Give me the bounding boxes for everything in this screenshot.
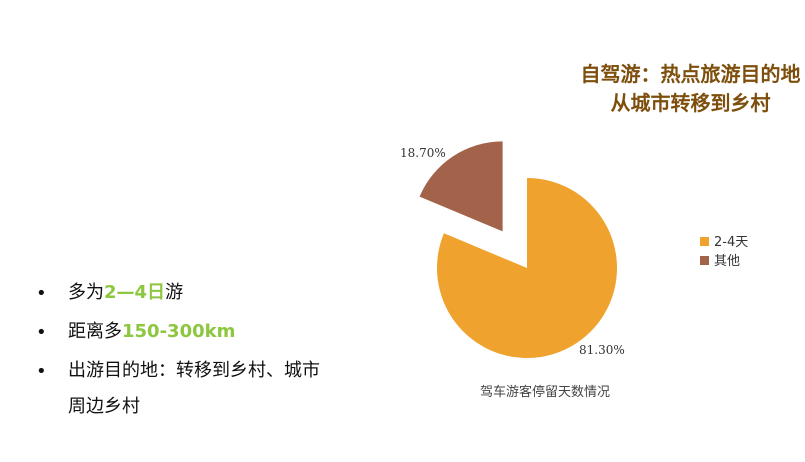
bullet-text: 距离多150-300km — [68, 314, 235, 350]
pie-slice-其他 — [419, 141, 503, 232]
text-part: 多为 — [68, 282, 104, 303]
slide-title-text: 自驾游：热点旅游目的地从城市转移到乡村 — [580, 62, 801, 115]
legend-swatch-2-4天 — [700, 237, 709, 246]
text-part: 游 — [165, 282, 184, 303]
highlight-part: 2—4日 — [104, 282, 166, 303]
text-part: 出游目的地：转移到乡村、城市 — [68, 360, 320, 381]
data-label-81.30: 81.30% — [579, 343, 625, 357]
legend-label: 2-4天 — [714, 235, 748, 250]
bullet-dot: • — [36, 361, 47, 382]
bullet-text: 多为2—4日游 — [68, 275, 183, 311]
bullet-dot: • — [36, 322, 47, 343]
chart-title: 驾车游客停留天数情况 — [480, 384, 610, 400]
text-part: 距离多 — [68, 321, 122, 342]
highlight-part: 150-300km — [122, 321, 236, 342]
legend-label: 其他 — [714, 254, 740, 269]
text-part: 周边乡村 — [68, 396, 140, 417]
data-label-18.70: 18.70% — [400, 146, 446, 160]
bullet-text: 出游目的地：转移到乡村、城市 周边乡村 — [68, 353, 320, 425]
pie-slice-2-4天 — [437, 177, 617, 359]
bullet-dot: • — [36, 283, 47, 304]
legend-swatch-其他 — [700, 256, 709, 265]
